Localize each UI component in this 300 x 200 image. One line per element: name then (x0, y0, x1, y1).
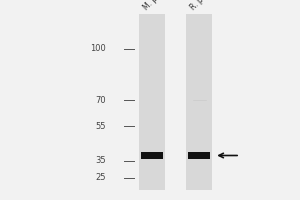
Text: 35: 35 (95, 156, 106, 165)
Bar (141, 152, 163, 159)
Bar (186, 14, 212, 190)
Text: R. pancreas: R. pancreas (189, 0, 227, 12)
Text: 100: 100 (90, 44, 106, 53)
Bar (140, 14, 165, 190)
Text: 70: 70 (95, 96, 106, 105)
Text: 55: 55 (95, 122, 106, 131)
Bar (188, 152, 210, 159)
Text: 25: 25 (95, 173, 106, 182)
Text: M. pancreas: M. pancreas (142, 0, 181, 12)
